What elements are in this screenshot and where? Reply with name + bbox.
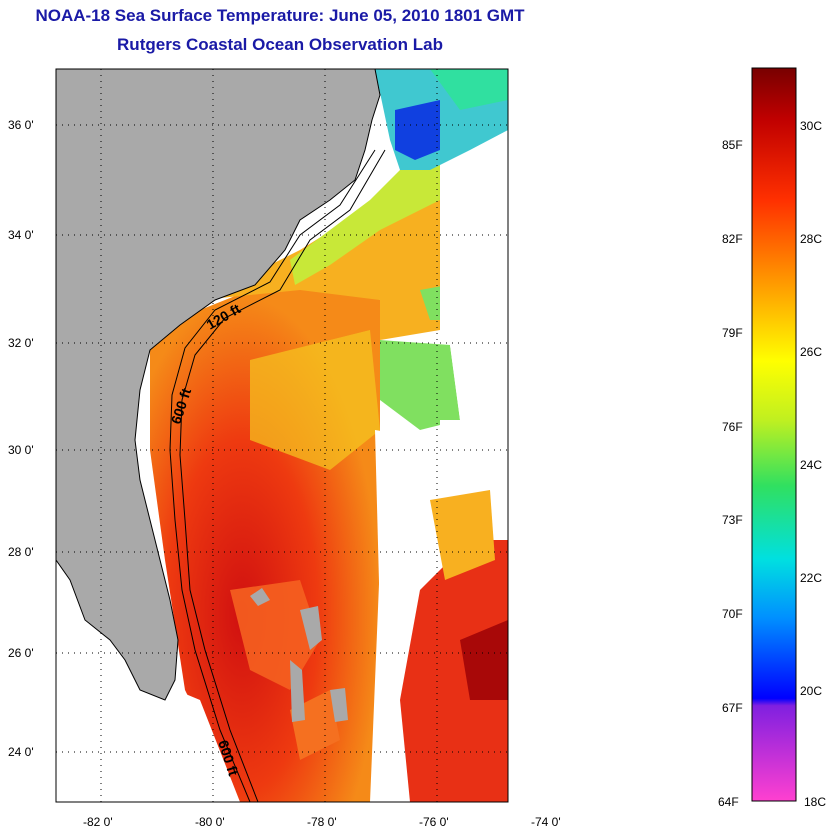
cloud-cover-east: [440, 170, 508, 540]
colorbar-f-label: 67F: [722, 701, 743, 715]
colorbar-c-label: 28C: [800, 232, 822, 246]
lat-tick-label: 34 0': [8, 228, 34, 242]
orange-patch-east: [430, 490, 495, 580]
colorbar-f-label: 85F: [722, 138, 743, 152]
cyan-green-north: [430, 69, 508, 110]
latitude-axis: 36 0' 34 0' 32 0' 30 0' 28 0' 26 0' 24 0…: [8, 118, 34, 759]
sst-field: [56, 69, 508, 802]
lat-tick-label: 36 0': [8, 118, 34, 132]
colorbar-f-label: 82F: [722, 232, 743, 246]
colorbar-f-label: 76F: [722, 420, 743, 434]
lat-tick-label: 30 0': [8, 443, 34, 457]
colorbar-f-label: 79F: [722, 326, 743, 340]
green-patch: [380, 340, 460, 430]
lon-tick-label: -76 0': [419, 815, 449, 829]
bahamas-banks: [230, 580, 320, 690]
lat-tick-label: 28 0': [8, 545, 34, 559]
isobath-120ft: [169, 149, 376, 802]
lon-tick-label: -78 0': [307, 815, 337, 829]
southeast-warm: [400, 540, 508, 802]
map-subtitle: Rutgers Coastal Ocean Observation Lab: [117, 35, 443, 54]
longitude-axis: -82 0' -80 0' -78 0' -76 0' -74 0': [83, 815, 561, 829]
colorbar-f-label: 70F: [722, 607, 743, 621]
cloud-cover-central: [375, 430, 450, 620]
lon-tick-label: -80 0': [195, 815, 225, 829]
island: [290, 660, 305, 722]
colorbar-fahrenheit-labels: 85F 82F 79F 76F 73F 70F 67F 64F: [718, 138, 743, 809]
colorbar-f-label: 73F: [722, 513, 743, 527]
island: [250, 588, 270, 606]
colorbar-c-label: 30C: [800, 119, 822, 133]
southeast-hot-core: [460, 620, 508, 700]
lat-tick-label: 32 0': [8, 336, 34, 350]
lat-tick-label: 24 0': [8, 745, 34, 759]
map-title: NOAA-18 Sea Surface Temperature: June 05…: [35, 6, 525, 25]
colorbar-c-label: 18C: [804, 795, 826, 809]
lat-tick-label: 26 0': [8, 646, 34, 660]
no-data-southwest: [56, 640, 240, 802]
colorbar-f-label: 64F: [718, 795, 739, 809]
yellow-patch: [250, 330, 380, 470]
colorbar-c-label: 20C: [800, 684, 822, 698]
colorbar-c-label: 22C: [800, 571, 822, 585]
cold-core: [395, 100, 440, 160]
lon-tick-label: -74 0': [531, 815, 561, 829]
isobath-600ft: [179, 149, 386, 802]
island: [330, 688, 348, 722]
colorbar-c-label: 24C: [800, 458, 822, 472]
land-mass: [56, 69, 381, 701]
colorbar-c-label: 26C: [800, 345, 822, 359]
map-frame: [55, 68, 509, 803]
colorbar-celsius-labels: 30C 28C 26C 24C 22C 20C 18C: [800, 119, 826, 809]
colorbar: [751, 67, 797, 802]
graticule: [56, 69, 508, 802]
shelf-band: [290, 165, 440, 285]
lon-tick-label: -82 0': [83, 815, 113, 829]
island: [300, 606, 322, 650]
